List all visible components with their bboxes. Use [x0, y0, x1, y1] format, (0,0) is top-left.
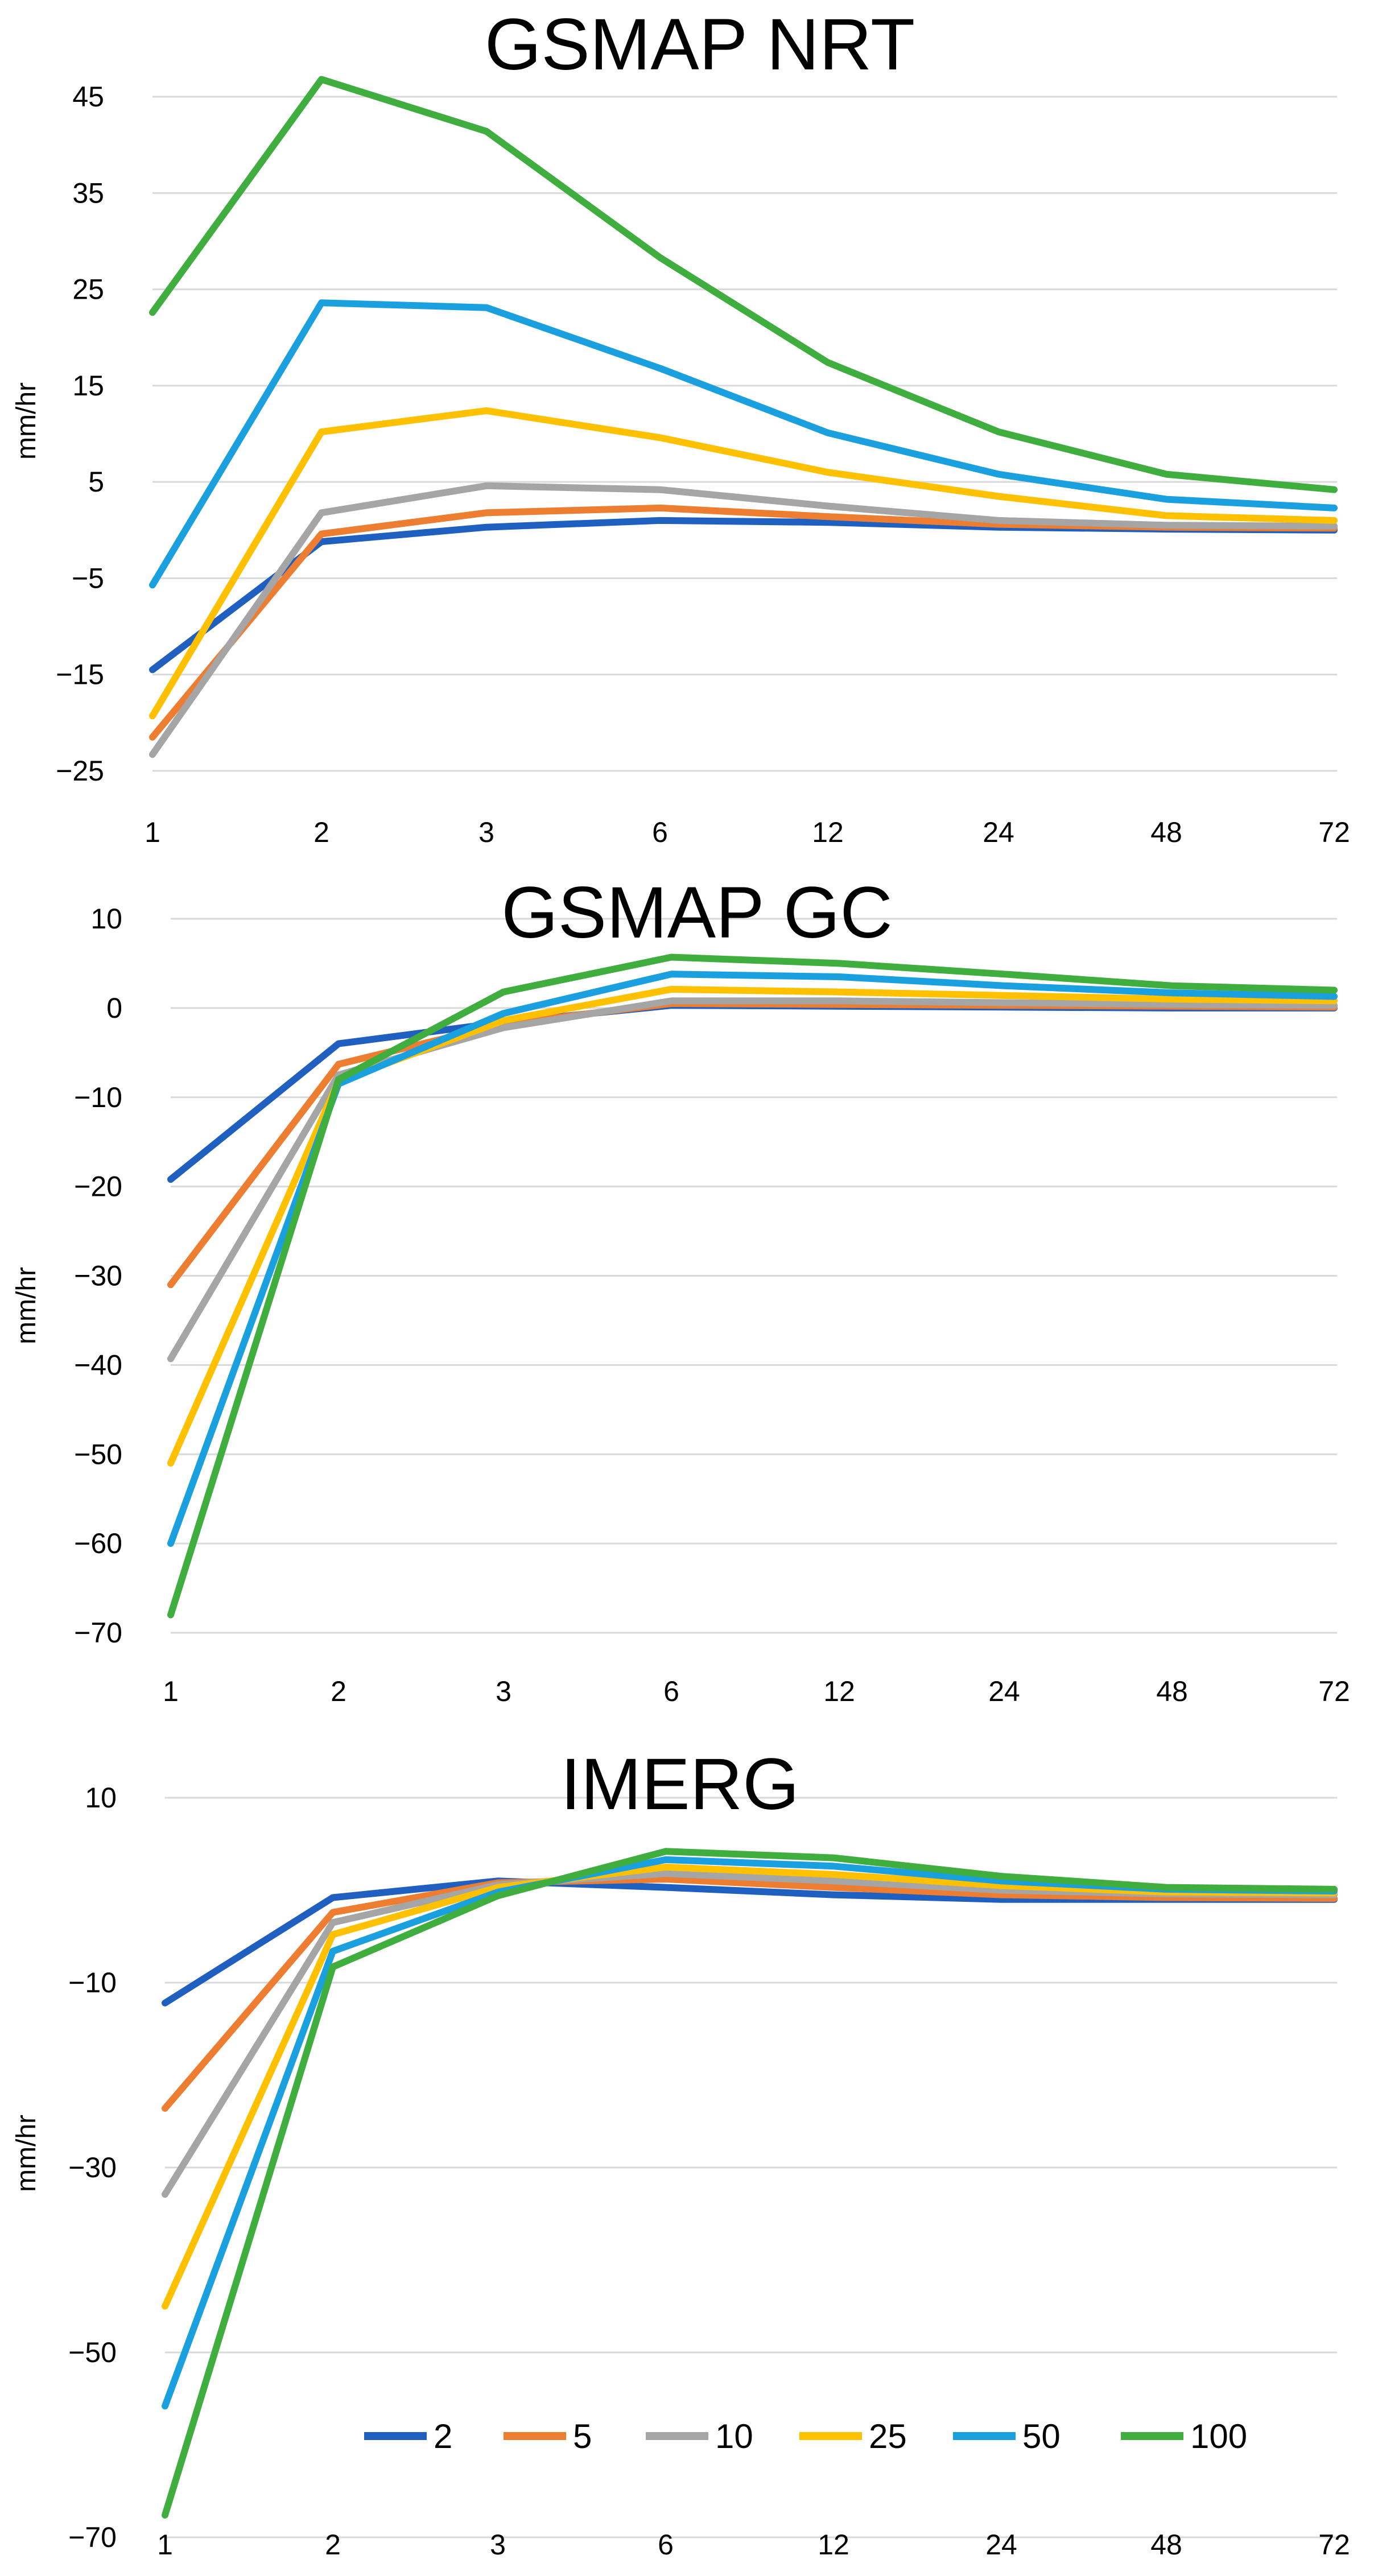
y-tick-labels: 45 35 25 15 5 −5 −15 −25 — [56, 81, 104, 787]
x-tick-label: 12 — [818, 2529, 849, 2561]
x-tick-label: 6 — [658, 2529, 674, 2561]
x-tick-label: 24 — [983, 816, 1014, 848]
y-axis-label: mm/hr — [11, 382, 42, 460]
x-tick-label: 12 — [823, 1675, 855, 1707]
y-tick-label: 35 — [72, 177, 104, 209]
y-tick-label: 0 — [106, 992, 122, 1024]
y-tick-label: −30 — [68, 2152, 117, 2183]
legend-entry-5: 5 — [504, 2417, 592, 2455]
x-tick-label: 1 — [145, 816, 160, 848]
y-tick-label: −25 — [56, 755, 104, 787]
legend-entry-50: 50 — [953, 2417, 1061, 2455]
y-tick-labels: 10 0 −10 −20 −30 −40 −50 −60 −70 — [74, 903, 122, 1649]
x-tick-label: 12 — [812, 816, 844, 848]
x-tick-label: 3 — [496, 1675, 511, 1707]
x-tick-label: 2 — [325, 2529, 341, 2561]
series-line-100 — [167, 953, 1338, 1619]
x-tick-label: 1 — [163, 1675, 179, 1707]
x-tick-label: 48 — [1156, 1675, 1188, 1707]
y-tick-label: 45 — [72, 81, 104, 113]
x-tick-label: 2 — [313, 816, 329, 848]
series-lines — [167, 953, 1338, 1619]
x-tick-label: 48 — [1150, 816, 1182, 848]
y-tick-label: −10 — [68, 1967, 117, 1999]
y-tick-label: −70 — [74, 1617, 122, 1649]
y-tick-label: 10 — [85, 1782, 117, 1814]
x-tick-label: 48 — [1150, 2529, 1182, 2561]
y-tick-label: −50 — [74, 1438, 122, 1470]
legend: 2 5 10 25 50 100 — [364, 2417, 1247, 2455]
y-tick-labels: 10 −10 −30 −50 −70 — [68, 1782, 117, 2553]
series-line-50 — [167, 971, 1338, 1547]
x-tick-label: 3 — [478, 816, 494, 848]
x-tick-label: 72 — [1318, 1675, 1350, 1707]
series-line-10 — [149, 482, 1338, 758]
y-tick-label: −20 — [74, 1171, 122, 1203]
chart-title: IMERG — [560, 1744, 799, 1825]
x-tick-label: 3 — [490, 2529, 506, 2561]
chart-imerg: 10−10−30−50−70 1 2 3 6 12 24 48 72 IMERG mm/hr — [11, 1744, 1350, 2561]
y-tick-label: −50 — [68, 2336, 117, 2368]
x-tick-label: 72 — [1318, 816, 1350, 848]
x-tick-labels: 1 2 3 6 12 24 48 72 — [163, 1675, 1350, 1707]
legend-entry-2: 2 — [364, 2417, 452, 2455]
legend-label: 10 — [715, 2417, 753, 2455]
y-tick-label: −40 — [74, 1349, 122, 1381]
x-tick-label: 6 — [663, 1675, 679, 1707]
y-tick-label: −10 — [74, 1081, 122, 1113]
series-lines — [149, 76, 1338, 758]
series-line-5 — [162, 1876, 1338, 2112]
chart-gsmap-gc: 100−10−20−30−40−50−60−70 1 2 3 6 12 24 48 72 GS… — [11, 872, 1350, 1707]
legend-entry-100: 100 — [1121, 2417, 1247, 2455]
y-axis-label: mm/hr — [11, 1267, 42, 1344]
y-tick-label: 5 — [88, 466, 104, 498]
legend-label: 5 — [573, 2417, 592, 2455]
y-tick-label: −70 — [68, 2521, 117, 2553]
y-tick-label: 10 — [90, 903, 122, 935]
y-tick-label: −15 — [56, 659, 104, 691]
x-tick-label: 1 — [157, 2529, 173, 2561]
legend-entry-10: 10 — [646, 2417, 753, 2455]
legend-label: 2 — [434, 2417, 452, 2455]
x-tick-label: 24 — [985, 2529, 1017, 2561]
x-tick-label: 24 — [988, 1675, 1020, 1707]
legend-entry-25: 25 — [799, 2417, 907, 2455]
legend-label: 25 — [869, 2417, 907, 2455]
series-lines — [162, 1848, 1338, 2519]
chart-title: GSMAP GC — [501, 872, 893, 953]
y-tick-label: −5 — [72, 562, 104, 594]
legend-label: 100 — [1190, 2417, 1247, 2455]
x-tick-label: 72 — [1318, 2529, 1350, 2561]
series-line-50 — [149, 299, 1338, 589]
x-tick-label: 2 — [331, 1675, 346, 1707]
x-tick-label: 6 — [652, 816, 668, 848]
y-tick-label: 15 — [72, 370, 104, 402]
gridlines — [165, 1797, 1337, 2538]
legend-label: 50 — [1022, 2417, 1061, 2455]
y-tick-label: −60 — [74, 1528, 122, 1559]
y-tick-label: −30 — [74, 1260, 122, 1292]
series-line-100 — [149, 76, 1338, 493]
chart-title: GSMAP NRT — [485, 4, 915, 85]
y-tick-label: 25 — [72, 274, 104, 306]
x-tick-labels: 1 2 3 6 12 24 48 72 — [157, 2529, 1350, 2561]
x-tick-labels: 1 2 3 6 12 24 48 72 — [145, 816, 1350, 848]
y-axis-label: mm/hr — [11, 2115, 42, 2192]
series-line-25 — [149, 407, 1338, 720]
gridlines — [152, 96, 1337, 772]
series-line-100 — [162, 1848, 1338, 2519]
